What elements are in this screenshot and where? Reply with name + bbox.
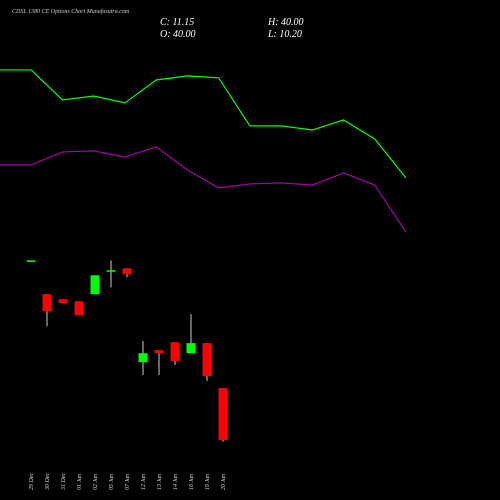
x-tick-label: 07 Jan: [125, 474, 131, 490]
open-label: O: 40.00: [160, 29, 196, 40]
chart-title: CDSL 1380 CE Options Chart Munafasutra.c…: [12, 8, 130, 15]
candle-body: [138, 353, 148, 363]
candle-body: [42, 294, 52, 312]
candle-body: [90, 275, 100, 295]
candle-body: [58, 299, 68, 304]
x-tick-label: 31 Dec: [61, 473, 67, 491]
candle-body: [26, 260, 36, 262]
close-label: C: 11.15: [160, 17, 194, 28]
low-label: L: 10.20: [267, 29, 302, 40]
x-tick-label: 29 Dec: [29, 473, 35, 490]
x-tick-label: 13 Jan: [157, 474, 163, 490]
x-tick-label: 16 Jan: [189, 474, 195, 490]
x-tick-label: 30 Dec: [45, 473, 51, 491]
candle-body: [122, 268, 132, 275]
candle-body: [170, 342, 180, 362]
x-tick-label: 19 Jan: [205, 474, 211, 490]
candle-body: [218, 388, 228, 440]
candle-body: [154, 350, 164, 354]
x-tick-label: 05 Jan: [109, 474, 115, 490]
line-series: [0, 69, 407, 179]
x-tick-label: 01 Jan: [77, 474, 83, 490]
candle-body: [106, 270, 116, 272]
line-series: [0, 146, 407, 233]
candle-body: [202, 343, 212, 377]
x-tick-label: 14 Jan: [172, 474, 179, 490]
x-tick-label: 12 Jan: [141, 474, 147, 490]
x-tick-label: 02 Jan: [93, 474, 99, 490]
candle-body: [186, 343, 196, 354]
candle-body: [74, 301, 84, 316]
high-label: H: 40.00: [267, 17, 304, 28]
x-tick-label: 20 Jan: [221, 474, 227, 490]
